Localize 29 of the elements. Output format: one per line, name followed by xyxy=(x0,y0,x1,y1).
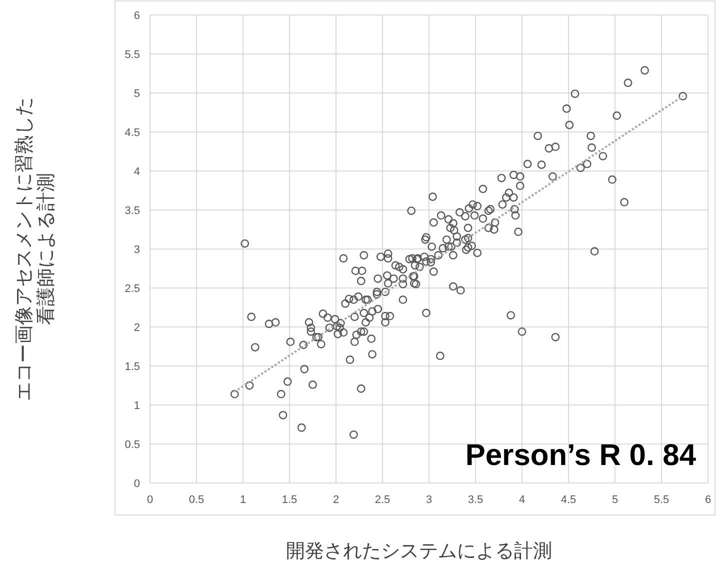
y-tick-label: 0.5 xyxy=(124,439,140,451)
y-tick-label: 0 xyxy=(134,478,140,490)
x-tick-label: 3 xyxy=(426,494,432,506)
x-axis-title: 開発されたシステムによる計測 xyxy=(286,541,552,562)
x-tick-label: 4 xyxy=(518,494,526,506)
y-tick-label: 6 xyxy=(134,10,140,22)
x-tick-label: 1 xyxy=(240,494,246,506)
x-tick-label: 4.5 xyxy=(560,494,576,506)
y-tick-label: 4.5 xyxy=(124,127,140,139)
x-tick-label: 2.5 xyxy=(374,494,390,506)
x-tick-label: 5.5 xyxy=(654,494,670,506)
x-tick-label: 1.5 xyxy=(282,494,298,506)
y-tick-label: 3 xyxy=(134,244,140,256)
x-tick-label: 3.5 xyxy=(468,494,484,506)
y-tick-label: 2.5 xyxy=(124,283,140,295)
x-tick-label: 0 xyxy=(146,494,154,506)
y-axis-title: エコー画像アセスメントに習熟した看護師による計測 xyxy=(14,97,57,401)
y-tick-label: 3.5 xyxy=(124,205,140,217)
y-tick-label: 1.5 xyxy=(124,361,140,373)
y-tick-label: 5 xyxy=(134,88,140,100)
x-tick-label: 6 xyxy=(704,494,712,506)
y-tick-label: 5.5 xyxy=(124,49,140,61)
y-tick-label: 4 xyxy=(134,166,140,178)
annotation: Person’s R 0. 84 xyxy=(465,439,696,472)
y-tick-label: 1 xyxy=(134,400,140,412)
x-tick-label: 0.5 xyxy=(188,494,204,506)
x-tick-label: 5 xyxy=(612,494,618,506)
y-tick-label: 2 xyxy=(134,322,140,334)
x-tick-label: 2 xyxy=(332,494,340,506)
